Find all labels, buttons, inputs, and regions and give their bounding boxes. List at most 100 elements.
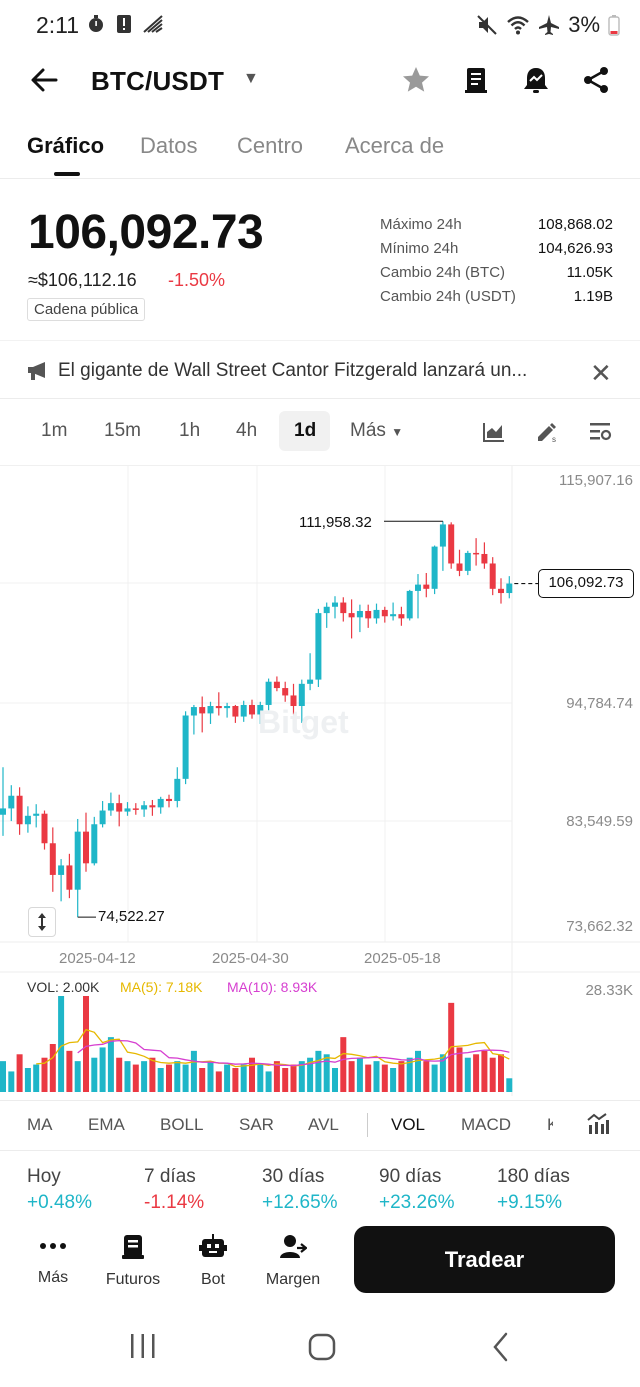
volume-bar [182,1064,189,1092]
share-icon[interactable] [580,64,612,96]
ma10-legend: MA(10): 8.93K [227,979,318,995]
volume-bar [348,1061,355,1092]
perf-label-7d: 7 días [144,1166,196,1187]
candle-body [448,524,455,564]
volume-bar [240,1064,247,1092]
volume-max-label: 28.33K [585,982,633,999]
candle-body [215,706,222,709]
tab-acerca-de[interactable]: Acerca de [345,133,445,158]
volume-bar [141,1061,148,1092]
indicator-avl[interactable]: AVL [308,1115,339,1134]
home-icon[interactable] [306,1330,338,1364]
perf-label-today: Hoy [27,1166,61,1187]
nav-futures[interactable]: Futuros [97,1234,169,1289]
signal-off-icon [143,15,163,33]
volume-bar [423,1061,430,1092]
timeframe-4h[interactable]: 4h [236,420,258,441]
volume-bar [415,1050,421,1092]
draw-tools-icon[interactable]: s [535,420,559,444]
chart-type-icon[interactable] [482,420,506,444]
trade-button[interactable]: Tradear [354,1226,615,1293]
candle-body [232,706,239,717]
bot-icon [199,1234,227,1257]
volume-bar [290,1064,297,1092]
timeframe-more[interactable]: Más ▼ [350,420,403,442]
indicator-settings-icon[interactable] [586,1112,610,1136]
usd-price: ≈$106,112.16 [28,270,137,290]
volume-bar [473,1054,480,1092]
star-icon[interactable] [400,64,432,96]
candle-body [149,805,156,808]
system-back-icon[interactable] [488,1330,514,1364]
indicator-sar[interactable]: SAR [239,1115,274,1134]
candle-body [265,681,272,705]
news-headline[interactable]: El gigante de Wall Street Cantor Fitzger… [58,360,528,381]
candle-body [49,843,56,875]
volume-bar [16,1054,23,1092]
candle-body [506,583,513,594]
timeframe-15m[interactable]: 15m [104,420,141,441]
battery-icon [608,15,620,36]
timeframe-1m[interactable]: 1m [41,420,68,441]
nav-futures-label: Futuros [105,1271,161,1288]
price-chart[interactable] [0,466,640,1096]
indicator-vol[interactable]: VOL [391,1115,426,1134]
tabs-divider [0,178,640,179]
candle-body [116,803,123,812]
volume-bar [24,1068,31,1092]
notes-icon[interactable] [460,64,492,96]
volume-bar [116,1057,123,1092]
tab-grafico[interactable]: Gráfico [27,133,105,158]
candle-body [199,707,206,714]
back-arrow-icon[interactable] [28,64,60,96]
tab-datos[interactable]: Datos [140,133,198,158]
candle-body [282,688,289,696]
stat-vol-usdt-value: 1.19B [573,288,613,305]
close-icon[interactable]: ✕ [590,358,612,388]
volume-bar [481,1050,488,1092]
candle-body [365,610,372,619]
perf-value-180d: +9.15% [497,1192,562,1213]
recent-apps-icon[interactable] [128,1330,158,1364]
chart-settings-icon[interactable] [588,420,612,444]
battery-percent: 3% [568,12,600,37]
stat-vol-btc-label: Cambio 24h (BTC) [380,264,506,281]
tab-centro[interactable]: Centro [237,133,304,158]
dots-icon [40,1243,66,1249]
price-alert-icon[interactable] [520,64,552,96]
volume-bar [166,1064,172,1092]
indicator-divider [367,1113,368,1137]
volume-bar [373,1061,380,1092]
indicator-k[interactable]: K [547,1115,553,1134]
nav-margin-label: Margen [265,1271,321,1288]
indicator-boll[interactable]: BOLL [160,1115,204,1134]
svg-text:s: s [552,435,556,444]
nav-more-label: Más [37,1269,69,1286]
volume-bar [33,1064,40,1092]
news-divider [0,398,640,399]
timer-icon [89,15,103,32]
candle-body [41,813,48,844]
volume-bar [365,1064,372,1092]
indicator-macd[interactable]: MACD [461,1115,512,1134]
indicator-ma[interactable]: MA [27,1115,53,1134]
volume-bar [207,1061,214,1092]
volume-bar [265,1071,272,1092]
timeframe-1h[interactable]: 1h [179,420,201,441]
volume-bar [83,996,89,1092]
indicator-ema[interactable]: EMA [88,1115,125,1134]
pair-title[interactable]: BTC/USDT [91,66,225,96]
candle-body [58,865,65,875]
nav-bot[interactable]: Bot [177,1234,249,1289]
nav-more[interactable]: Más [17,1234,89,1287]
timeframe-1d[interactable]: 1d [294,420,317,441]
nav-margin[interactable]: Margen [257,1234,329,1289]
expand-axis-button[interactable] [28,907,56,937]
chain-badge[interactable]: Cadena pública [27,298,146,321]
candle-body [66,865,73,890]
perf-value-today: +0.48% [27,1192,92,1213]
candle-body [415,584,421,591]
candle-body [381,609,388,617]
volume-bar [381,1064,388,1092]
pair-dropdown-icon[interactable]: ▼ [243,70,259,87]
